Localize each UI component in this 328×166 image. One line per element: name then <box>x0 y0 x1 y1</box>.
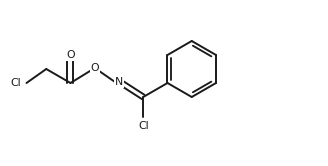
Text: O: O <box>91 63 99 73</box>
Text: Cl: Cl <box>10 78 21 88</box>
Text: O: O <box>66 50 75 60</box>
Text: N: N <box>115 77 123 87</box>
Text: Cl: Cl <box>138 121 149 131</box>
